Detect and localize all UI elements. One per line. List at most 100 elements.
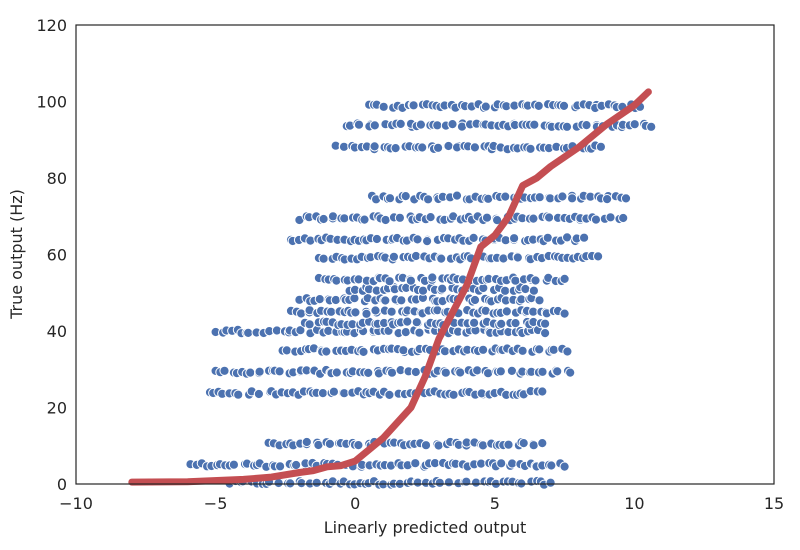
scatter-point — [500, 285, 511, 296]
scatter-point — [478, 344, 489, 355]
scatter-point — [530, 275, 541, 286]
scatter-point — [472, 365, 483, 376]
scatter-point — [506, 365, 517, 376]
scatter-point — [405, 275, 416, 286]
scatter-point — [559, 461, 570, 472]
scatter-point — [500, 191, 511, 202]
scatter-point — [540, 318, 551, 329]
x-tick-label: 5 — [490, 494, 500, 513]
scatter-point — [304, 319, 315, 330]
scatter-point — [380, 295, 391, 306]
scatter-point — [326, 306, 337, 317]
scatter-point — [517, 345, 528, 356]
scatter-point — [410, 458, 421, 469]
scatter-point — [398, 345, 409, 356]
scatter-point — [469, 317, 480, 328]
y-tick-label: 20 — [47, 399, 67, 418]
scatter-point — [370, 305, 381, 316]
scatter-point — [361, 308, 372, 319]
scatter-point — [581, 120, 592, 131]
scatter-point — [590, 214, 602, 225]
scatter-point — [327, 211, 339, 222]
scatter-point — [518, 438, 529, 449]
scatter-point — [528, 285, 540, 296]
scatter-point — [605, 212, 616, 223]
scatter-point — [386, 306, 397, 317]
scatter-point — [496, 458, 507, 469]
scatter-point — [443, 140, 454, 152]
scatter-point — [439, 346, 451, 357]
scatter-point — [618, 212, 629, 224]
scatter-point — [228, 459, 239, 470]
scatter-point — [540, 328, 551, 339]
scatter-point — [427, 272, 438, 283]
scatter-point — [528, 440, 539, 451]
scatter-point — [386, 367, 398, 378]
scatter-point — [495, 366, 506, 377]
scatter-point — [233, 389, 244, 400]
scatter-point — [503, 439, 514, 450]
scatter-point — [562, 346, 573, 357]
scatter-point — [358, 346, 369, 357]
scatter-point — [384, 276, 395, 287]
scatter-point — [451, 190, 463, 201]
scatter-point — [447, 119, 458, 130]
scatter-point — [324, 438, 335, 449]
scatter-point — [510, 318, 521, 329]
scatter-point — [410, 250, 422, 262]
scatter-point — [296, 308, 307, 319]
scatter-point — [243, 327, 254, 338]
scatter-point — [440, 367, 451, 378]
scatter-point — [559, 273, 570, 284]
scatter-point — [330, 294, 341, 306]
scatter-point — [384, 193, 396, 204]
y-axis-ticks: 0 20 40 60 80 100 120 — [36, 16, 67, 494]
scatter-point — [321, 346, 332, 357]
x-axis-label: Linearly predicted output — [324, 518, 526, 537]
scatter-point — [561, 121, 573, 132]
scatter-point — [537, 438, 548, 449]
scatter-point — [318, 253, 329, 264]
x-tick-label: −10 — [59, 494, 93, 513]
scatter-point — [369, 120, 380, 131]
y-tick-label: 0 — [57, 475, 67, 494]
scatter-point — [500, 235, 511, 246]
scatter-point — [317, 388, 328, 399]
scatter-point — [506, 458, 518, 469]
scatter-point — [557, 191, 568, 202]
scatter-point — [363, 367, 374, 378]
scatter-point — [412, 234, 423, 245]
scatter-point — [468, 232, 479, 243]
scatter-point — [537, 366, 548, 377]
scatter-point — [480, 101, 491, 112]
scatter-point — [558, 100, 570, 112]
scatter-point — [546, 460, 557, 471]
scatter-point — [417, 142, 428, 153]
scatter-point — [432, 120, 443, 131]
scatter-point — [602, 194, 613, 205]
scatter-point — [498, 253, 509, 264]
scatter-point — [410, 366, 421, 378]
scatter-point — [534, 295, 545, 306]
scatter-point — [395, 118, 406, 130]
scatter-point — [339, 213, 350, 224]
scatter-point — [593, 251, 604, 262]
scatter-point — [281, 345, 292, 356]
x-tick-label: 15 — [764, 494, 784, 513]
scatter-point — [422, 236, 433, 247]
scatter-point — [477, 440, 489, 451]
x-tick-label: 10 — [624, 494, 644, 513]
scatter-point — [275, 461, 286, 472]
y-tick-label: 60 — [47, 246, 67, 265]
scatter-point — [369, 141, 380, 152]
scatter-point — [371, 233, 382, 245]
scatter-point — [274, 366, 285, 377]
x-axis-ticks: −10 −5 0 5 10 15 — [59, 494, 784, 513]
scatter-point — [548, 344, 559, 355]
scatter-point — [384, 389, 395, 400]
scatter-point — [253, 388, 264, 400]
scatter-point — [437, 283, 448, 294]
scatter-point — [353, 119, 365, 130]
plot-frame — [75, 24, 775, 485]
scatter-point — [338, 141, 350, 152]
